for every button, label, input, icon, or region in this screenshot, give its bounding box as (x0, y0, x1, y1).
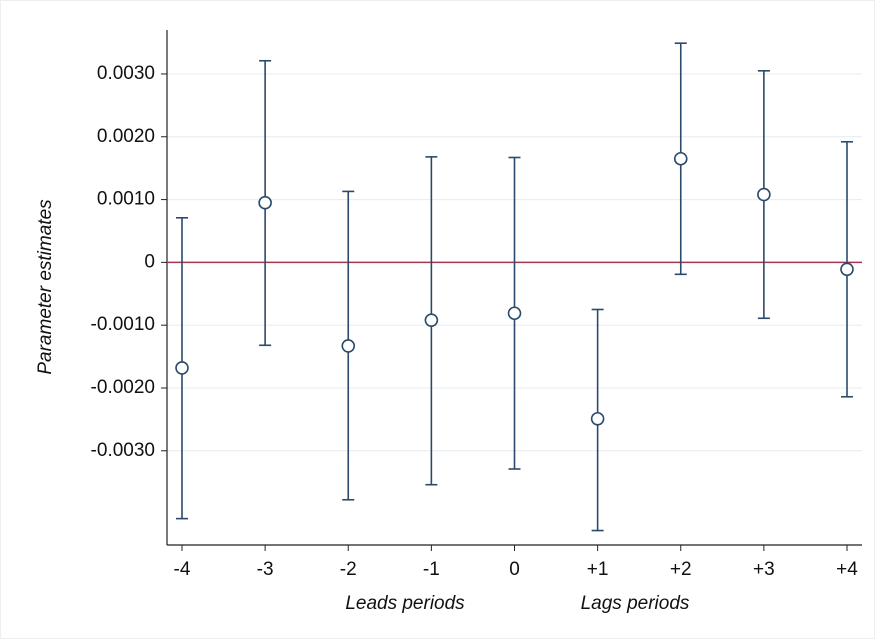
point (590, 411, 605, 426)
x-tick-label: +3 (753, 559, 775, 580)
y-tick-label: -0.0010 (91, 314, 155, 335)
y-tick-label: -0.0020 (91, 377, 155, 398)
y-tick-label: 0.0030 (97, 63, 155, 84)
point (840, 262, 854, 277)
point (258, 195, 272, 210)
y-tick-label: 0.0020 (97, 126, 155, 147)
x-tick-label: 0 (509, 559, 520, 580)
x-tick-label: -2 (340, 559, 357, 580)
point (424, 313, 439, 327)
y-tick-label: 0 (144, 251, 155, 272)
point (341, 339, 356, 353)
x-axis-label: Leads periods (345, 593, 465, 614)
x-tick-label: -4 (174, 559, 191, 580)
y-axis-label: Parameter estimates (35, 199, 56, 375)
x-tick-label: +2 (670, 559, 692, 580)
point (507, 306, 522, 321)
point (673, 151, 688, 166)
x-axis-label: Lags periods (581, 593, 690, 614)
x-tick-label: -3 (257, 559, 274, 580)
x-tick-label: +1 (587, 559, 609, 580)
y-tick-label: -0.0030 (91, 440, 155, 461)
x-tick-label: -1 (423, 559, 440, 580)
x-tick-label: +4 (836, 559, 858, 580)
y-tick-label: 0.0010 (97, 189, 155, 210)
point (175, 361, 189, 375)
point (757, 187, 771, 202)
